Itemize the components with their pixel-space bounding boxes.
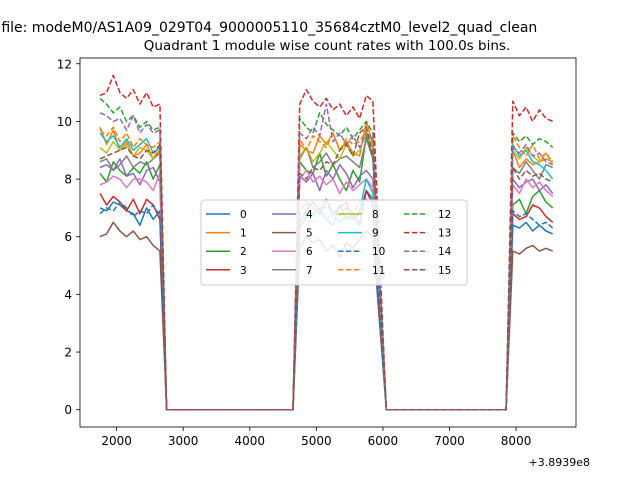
legend-label: 5 <box>306 228 313 240</box>
chart-title: Quadrant 1 module wise count rates with … <box>144 38 510 54</box>
legend-label: 8 <box>372 209 379 221</box>
legend-label: 1 <box>240 228 247 240</box>
figure-suptitle: n file: modeM0/AS1A09_029T04_9000005110_… <box>0 20 537 36</box>
x-tick-label: 6000 <box>368 434 399 448</box>
legend-label: 12 <box>438 209 451 221</box>
plot-frame <box>79 57 577 428</box>
series-line-15 <box>99 126 553 411</box>
y-tick-label: 12 <box>57 57 72 71</box>
x-tick-label: 4000 <box>234 434 265 448</box>
series-line-11 <box>99 126 554 411</box>
legend-label: 3 <box>240 265 247 277</box>
y-tick-label: 0 <box>64 403 72 417</box>
x-tick-label: 3000 <box>168 434 199 448</box>
legend-box <box>200 199 468 286</box>
legend-label: 9 <box>372 228 379 240</box>
y-tick-label: 6 <box>64 230 72 244</box>
x-tick-label: 7000 <box>434 434 465 448</box>
x-axis-offset-label: +3.8939e8 <box>529 456 590 469</box>
legend-label: 13 <box>438 228 451 240</box>
x-tick-label: 5000 <box>301 434 332 448</box>
legend-label: 0 <box>240 209 247 221</box>
legend-label: 4 <box>306 209 313 221</box>
legend-label: 11 <box>372 265 385 277</box>
series-line-1 <box>99 120 553 411</box>
x-tick-label: 2000 <box>101 434 132 448</box>
legend-label: 2 <box>240 246 247 258</box>
y-tick-label: 8 <box>64 173 72 187</box>
legend-label: 6 <box>306 246 313 258</box>
legend-label: 15 <box>438 265 451 277</box>
y-tick-label: 4 <box>64 288 72 302</box>
legend-label: 7 <box>306 265 313 277</box>
legend-label: 10 <box>372 246 385 258</box>
y-tick-label: 10 <box>57 115 72 129</box>
series-line-14 <box>99 103 553 411</box>
series-line-8 <box>99 132 554 411</box>
series-line-6 <box>99 169 554 411</box>
legend-label: 14 <box>438 246 452 258</box>
x-tick-label: 8000 <box>501 434 532 448</box>
series-line-13 <box>99 74 553 411</box>
series-line-2 <box>99 135 554 411</box>
y-tick-label: 2 <box>64 346 72 360</box>
